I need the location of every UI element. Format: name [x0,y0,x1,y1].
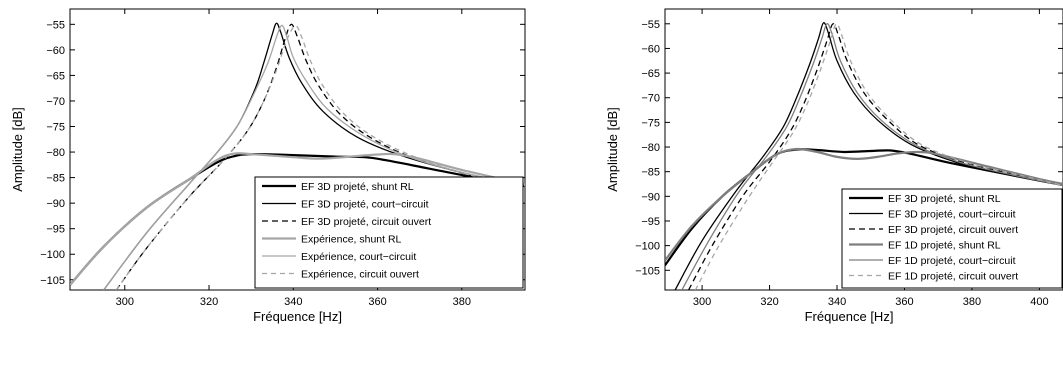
y-tick-label: −90 [46,198,65,210]
x-tick-label: 300 [116,296,134,308]
y-tick-label: −85 [641,167,660,179]
series-line [115,23,525,290]
series-line [70,152,525,286]
y-tick-label: −70 [46,96,65,108]
legend-label: EF 1D projeté, circuit ouvert [888,271,1018,283]
legend-label: Expérience, court−circuit [301,251,416,263]
y-tick-label: −55 [46,19,65,31]
y-tick-label: −55 [641,19,660,31]
y-tick-label: −90 [641,191,660,203]
y-tick-label: −105 [40,275,65,287]
legend-label: EF 1D projeté, court−circuit [888,255,1016,267]
legend-box [254,176,524,289]
y-tick-label: −60 [641,43,660,55]
legend-label: EF 3D projeté, circuit ouvert [888,224,1018,236]
legend-label: EF 3D projeté, circuit ouvert [301,216,431,228]
x-tick-label: 300 [693,296,711,308]
y-axis-title: Amplitude [dB] [605,107,620,192]
series-line [665,147,1063,262]
legend-label: EF 3D projeté, shunt RL [301,181,414,193]
y-tick-label: −65 [46,70,65,82]
legend-label: Expérience, circuit ouvert [301,269,419,281]
x-tick-label: 320 [200,296,218,308]
y-tick-label: −100 [40,249,65,261]
x-tick-label: 340 [284,296,302,308]
series-line [115,25,525,290]
legend-label: EF 3D projeté, shunt RL [888,193,1001,205]
series-line [688,23,1063,290]
series-line [674,22,1063,290]
series-line [694,23,1063,290]
x-tick-label: 380 [963,296,981,308]
y-tick-label: −95 [641,216,660,228]
x-axis-title: Fréquence [Hz] [805,309,894,324]
y-tick-label: −100 [635,241,660,253]
y-tick-label: −105 [635,265,660,277]
series-line [681,23,1063,290]
x-tick-label: 360 [895,296,913,308]
y-tick-label: −75 [641,117,660,129]
x-tick-label: 320 [760,296,778,308]
y-tick-label: −70 [641,93,660,105]
legend-box [841,188,1063,289]
y-tick-label: −80 [641,142,660,154]
series-line [103,24,525,290]
x-tick-label: 340 [828,296,846,308]
y-tick-label: −65 [641,68,660,80]
y-tick-label: −75 [46,122,65,134]
y-tick-label: −95 [46,224,65,236]
legend-label: Expérience, shunt RL [301,234,402,246]
legend-label: EF 3D projeté, court−circuit [888,209,1016,221]
y-tick-label: −80 [46,147,65,159]
chart-left: 300 320 340 360 380 −105 −100 −95 −90 −85 −80 −75 −7… [10,8,526,324]
y-axis-title: Amplitude [dB] [10,107,25,192]
plot-frame [664,8,1063,291]
y-tick-label: −85 [46,173,65,185]
x-tick-label: 380 [453,296,471,308]
legend-label: EF 1D projeté, shunt RL [888,240,1001,252]
plot-frame [69,8,526,291]
legend-label: EF 3D projeté, court−circuit [301,199,429,211]
x-tick-label: 360 [368,296,386,308]
x-axis-title: Fréquence [Hz] [253,309,342,324]
x-tick-label: 400 [1030,296,1048,308]
chart-right: 300 320 340 360 380 400 −105 −100 −95 −90 −85 −80 −7… [605,8,1063,324]
y-tick-label: −60 [46,45,65,57]
